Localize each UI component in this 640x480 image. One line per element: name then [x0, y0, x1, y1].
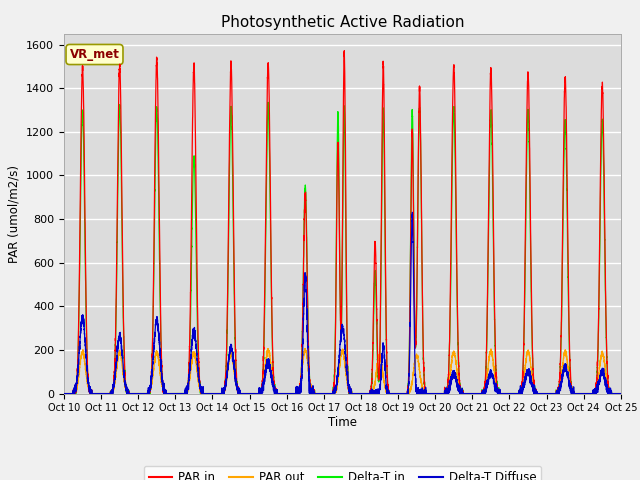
PAR out: [617, 391, 625, 396]
PAR in: [499, 391, 506, 396]
Delta-T Diffuse: [269, 379, 276, 385]
PAR out: [419, 386, 427, 392]
PAR out: [173, 391, 181, 396]
PAR out: [264, 346, 271, 351]
Delta-T Diffuse: [408, 209, 416, 215]
PAR in: [615, 391, 623, 396]
PAR in: [173, 391, 181, 396]
Delta-T in: [615, 391, 623, 396]
Delta-T in: [617, 391, 625, 396]
Delta-T Diffuse: [615, 391, 623, 396]
Delta-T in: [269, 348, 276, 354]
Delta-T in: [179, 391, 187, 396]
Delta-T Diffuse: [60, 391, 68, 396]
Delta-T in: [419, 350, 427, 356]
PAR out: [269, 376, 276, 382]
PAR out: [615, 391, 623, 396]
PAR in: [617, 391, 625, 396]
Line: Delta-T in: Delta-T in: [64, 102, 621, 394]
Delta-T Diffuse: [179, 391, 187, 396]
Delta-T Diffuse: [617, 391, 625, 396]
Y-axis label: PAR (umol/m2/s): PAR (umol/m2/s): [8, 165, 20, 263]
Legend: PAR in, PAR out, Delta-T in, Delta-T Diffuse: PAR in, PAR out, Delta-T in, Delta-T Dif…: [144, 466, 541, 480]
Delta-T Diffuse: [173, 391, 181, 396]
Line: PAR out: PAR out: [64, 348, 621, 394]
Delta-T Diffuse: [499, 391, 506, 396]
X-axis label: Time: Time: [328, 416, 357, 429]
Text: VR_met: VR_met: [70, 48, 120, 61]
PAR in: [269, 338, 276, 344]
PAR in: [340, 48, 348, 54]
Line: Delta-T Diffuse: Delta-T Diffuse: [64, 212, 621, 394]
PAR in: [60, 391, 68, 396]
Delta-T in: [173, 391, 181, 396]
PAR out: [499, 391, 506, 396]
Delta-T in: [60, 391, 68, 396]
Delta-T Diffuse: [419, 388, 427, 394]
Delta-T in: [499, 391, 506, 396]
PAR out: [179, 391, 187, 396]
Delta-T in: [264, 99, 272, 105]
Line: PAR in: PAR in: [64, 51, 621, 394]
PAR out: [60, 391, 68, 396]
Title: Photosynthetic Active Radiation: Photosynthetic Active Radiation: [221, 15, 464, 30]
PAR in: [179, 391, 187, 396]
PAR in: [419, 349, 427, 355]
